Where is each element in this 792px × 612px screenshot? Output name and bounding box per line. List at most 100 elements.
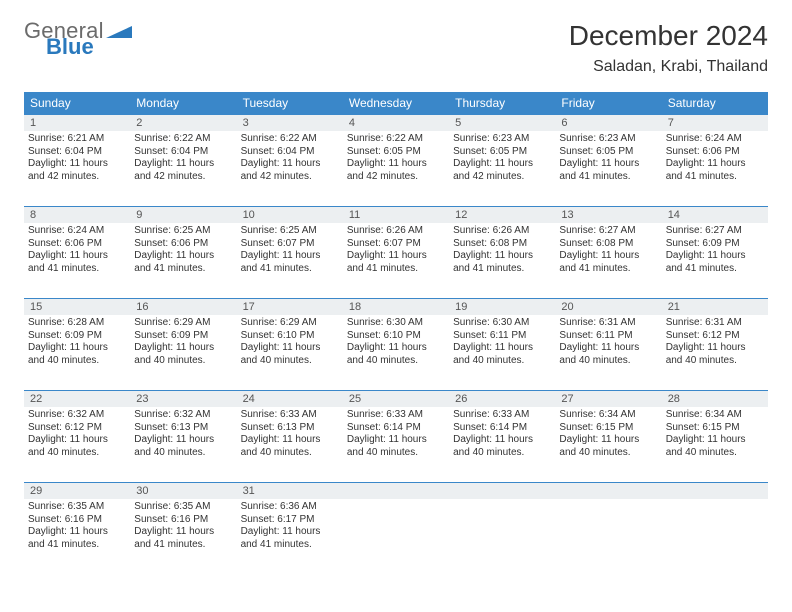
daylight: Daylight: 11 hours and 40 minutes.: [453, 342, 551, 367]
month-title: December 2024: [569, 20, 768, 52]
sunrise: Sunrise: 6:22 AM: [241, 133, 339, 146]
sunset: Sunset: 6:08 PM: [559, 238, 657, 251]
calendar-row: 22Sunrise: 6:32 AMSunset: 6:12 PMDayligh…: [24, 391, 768, 483]
day-number: [449, 483, 555, 499]
day-details: Sunrise: 6:34 AMSunset: 6:15 PMDaylight:…: [555, 407, 661, 463]
sunset: Sunset: 6:05 PM: [347, 146, 445, 159]
sunrise: Sunrise: 6:26 AM: [347, 225, 445, 238]
day-number: 29: [24, 483, 130, 499]
page: General Blue December 2024 Saladan, Krab…: [0, 0, 792, 595]
day-details: Sunrise: 6:33 AMSunset: 6:13 PMDaylight:…: [237, 407, 343, 463]
daylight: Daylight: 11 hours and 41 minutes.: [453, 250, 551, 275]
calendar-table: SundayMondayTuesdayWednesdayThursdayFrid…: [24, 92, 768, 575]
sunrise: Sunrise: 6:33 AM: [453, 409, 551, 422]
sunrise: Sunrise: 6:26 AM: [453, 225, 551, 238]
day-cell: 6Sunrise: 6:23 AMSunset: 6:05 PMDaylight…: [555, 115, 661, 207]
calendar-body: 1Sunrise: 6:21 AMSunset: 6:04 PMDaylight…: [24, 115, 768, 575]
day-number: [662, 483, 768, 499]
sunrise: Sunrise: 6:32 AM: [134, 409, 232, 422]
sunrise: Sunrise: 6:32 AM: [28, 409, 126, 422]
day-cell: 4Sunrise: 6:22 AMSunset: 6:05 PMDaylight…: [343, 115, 449, 207]
daylight: Daylight: 11 hours and 41 minutes.: [28, 250, 126, 275]
day-cell: 14Sunrise: 6:27 AMSunset: 6:09 PMDayligh…: [662, 207, 768, 299]
sunset: Sunset: 6:05 PM: [453, 146, 551, 159]
sunrise: Sunrise: 6:23 AM: [453, 133, 551, 146]
daylight: Daylight: 11 hours and 41 minutes.: [134, 526, 232, 551]
daylight: Daylight: 11 hours and 40 minutes.: [241, 342, 339, 367]
sunset: Sunset: 6:09 PM: [666, 238, 764, 251]
calendar-row: 1Sunrise: 6:21 AMSunset: 6:04 PMDaylight…: [24, 115, 768, 207]
daylight: Daylight: 11 hours and 42 minutes.: [134, 158, 232, 183]
daylight: Daylight: 11 hours and 41 minutes.: [28, 526, 126, 551]
sunset: Sunset: 6:11 PM: [453, 330, 551, 343]
sunset: Sunset: 6:05 PM: [559, 146, 657, 159]
sunrise: Sunrise: 6:23 AM: [559, 133, 657, 146]
day-details: Sunrise: 6:22 AMSunset: 6:05 PMDaylight:…: [343, 131, 449, 187]
day-number: 5: [449, 115, 555, 131]
day-cell: 21Sunrise: 6:31 AMSunset: 6:12 PMDayligh…: [662, 299, 768, 391]
empty-cell: [343, 483, 449, 575]
day-details: Sunrise: 6:23 AMSunset: 6:05 PMDaylight:…: [555, 131, 661, 187]
day-number: 13: [555, 207, 661, 223]
sunset: Sunset: 6:16 PM: [134, 514, 232, 527]
daylight: Daylight: 11 hours and 40 minutes.: [666, 342, 764, 367]
sunrise: Sunrise: 6:22 AM: [134, 133, 232, 146]
sunset: Sunset: 6:07 PM: [347, 238, 445, 251]
day-cell: 11Sunrise: 6:26 AMSunset: 6:07 PMDayligh…: [343, 207, 449, 299]
daylight: Daylight: 11 hours and 40 minutes.: [28, 434, 126, 459]
day-cell: 16Sunrise: 6:29 AMSunset: 6:09 PMDayligh…: [130, 299, 236, 391]
day-cell: 25Sunrise: 6:33 AMSunset: 6:14 PMDayligh…: [343, 391, 449, 483]
day-number: 18: [343, 299, 449, 315]
day-details: Sunrise: 6:32 AMSunset: 6:12 PMDaylight:…: [24, 407, 130, 463]
day-header: Thursday: [449, 92, 555, 115]
day-cell: 7Sunrise: 6:24 AMSunset: 6:06 PMDaylight…: [662, 115, 768, 207]
day-cell: 5Sunrise: 6:23 AMSunset: 6:05 PMDaylight…: [449, 115, 555, 207]
sunset: Sunset: 6:04 PM: [134, 146, 232, 159]
day-details: Sunrise: 6:24 AMSunset: 6:06 PMDaylight:…: [662, 131, 768, 187]
day-number: 11: [343, 207, 449, 223]
day-cell: 28Sunrise: 6:34 AMSunset: 6:15 PMDayligh…: [662, 391, 768, 483]
sunrise: Sunrise: 6:34 AM: [666, 409, 764, 422]
sunrise: Sunrise: 6:31 AM: [666, 317, 764, 330]
sunset: Sunset: 6:09 PM: [28, 330, 126, 343]
sunset: Sunset: 6:17 PM: [241, 514, 339, 527]
logo-text-blue: Blue: [46, 36, 132, 58]
day-number: [555, 483, 661, 499]
sunset: Sunset: 6:06 PM: [28, 238, 126, 251]
empty-cell: [555, 483, 661, 575]
day-number: 26: [449, 391, 555, 407]
daylight: Daylight: 11 hours and 40 minutes.: [28, 342, 126, 367]
day-cell: 9Sunrise: 6:25 AMSunset: 6:06 PMDaylight…: [130, 207, 236, 299]
day-number: 24: [237, 391, 343, 407]
sunrise: Sunrise: 6:36 AM: [241, 501, 339, 514]
day-header: Monday: [130, 92, 236, 115]
daylight: Daylight: 11 hours and 40 minutes.: [666, 434, 764, 459]
day-number: 10: [237, 207, 343, 223]
daylight: Daylight: 11 hours and 42 minutes.: [28, 158, 126, 183]
sunrise: Sunrise: 6:35 AM: [28, 501, 126, 514]
daylight: Daylight: 11 hours and 40 minutes.: [559, 342, 657, 367]
daylight: Daylight: 11 hours and 41 minutes.: [559, 250, 657, 275]
day-header: Tuesday: [237, 92, 343, 115]
day-number: 19: [449, 299, 555, 315]
day-details: Sunrise: 6:29 AMSunset: 6:10 PMDaylight:…: [237, 315, 343, 371]
day-header: Sunday: [24, 92, 130, 115]
sunset: Sunset: 6:04 PM: [241, 146, 339, 159]
day-cell: 26Sunrise: 6:33 AMSunset: 6:14 PMDayligh…: [449, 391, 555, 483]
day-number: 16: [130, 299, 236, 315]
day-number: 2: [130, 115, 236, 131]
day-cell: 12Sunrise: 6:26 AMSunset: 6:08 PMDayligh…: [449, 207, 555, 299]
header: General Blue December 2024 Saladan, Krab…: [24, 20, 768, 76]
sunrise: Sunrise: 6:28 AM: [28, 317, 126, 330]
logo: General Blue: [24, 20, 132, 58]
day-cell: 2Sunrise: 6:22 AMSunset: 6:04 PMDaylight…: [130, 115, 236, 207]
day-number: 9: [130, 207, 236, 223]
daylight: Daylight: 11 hours and 41 minutes.: [134, 250, 232, 275]
day-details: Sunrise: 6:22 AMSunset: 6:04 PMDaylight:…: [130, 131, 236, 187]
sunset: Sunset: 6:11 PM: [559, 330, 657, 343]
sunset: Sunset: 6:15 PM: [559, 422, 657, 435]
sunrise: Sunrise: 6:33 AM: [241, 409, 339, 422]
day-details: Sunrise: 6:32 AMSunset: 6:13 PMDaylight:…: [130, 407, 236, 463]
day-number: 28: [662, 391, 768, 407]
day-cell: 1Sunrise: 6:21 AMSunset: 6:04 PMDaylight…: [24, 115, 130, 207]
